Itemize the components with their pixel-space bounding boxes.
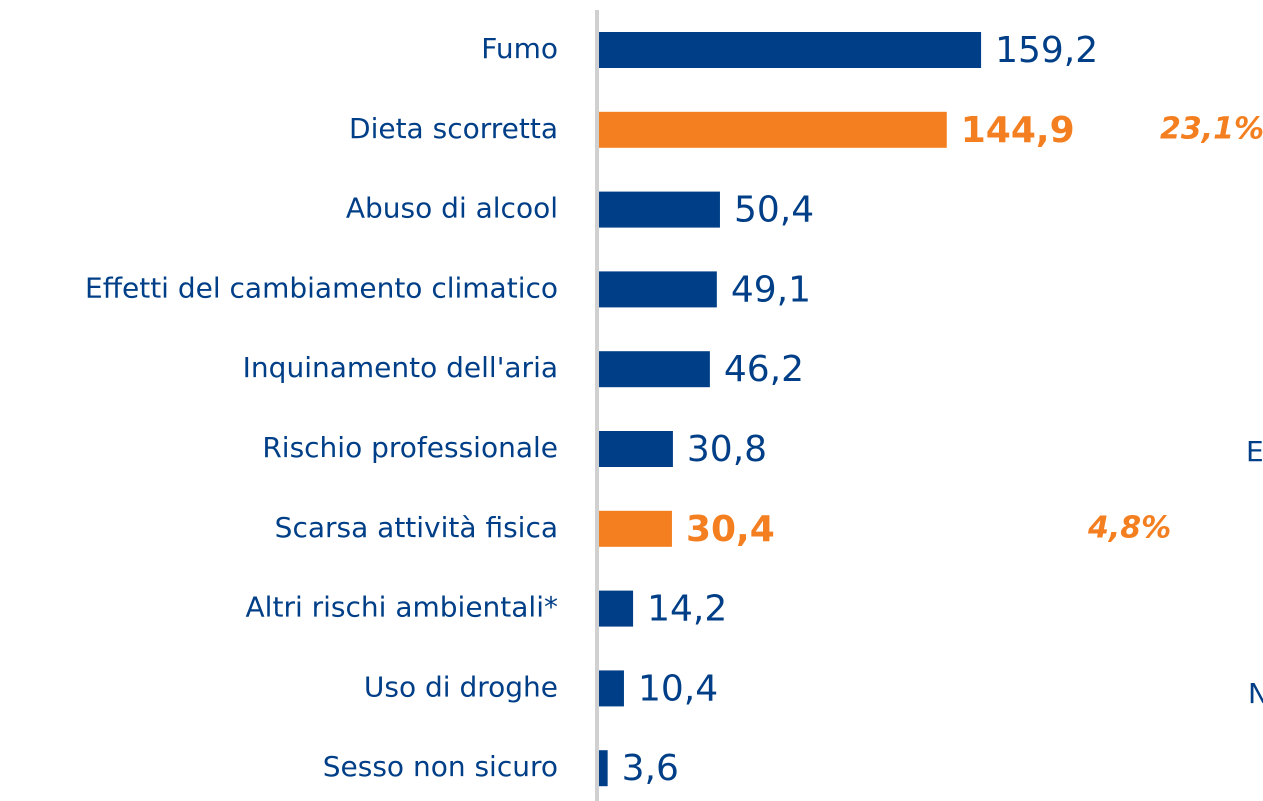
bar (599, 590, 634, 627)
category-label: Sesso non sicuro (323, 750, 558, 783)
category-label: Altri rischi ambientali* (246, 591, 558, 624)
value-label: 50,4 (734, 190, 814, 231)
category-label: Uso di droghe (364, 670, 558, 703)
value-label: 159,2 (995, 30, 1098, 71)
bar (599, 191, 720, 228)
category-label: Effetti del cambiamento climatico (85, 271, 558, 304)
bar (599, 510, 672, 547)
bar (599, 32, 982, 68)
bar (599, 670, 624, 707)
annotation: 23,1% (1160, 111, 1263, 146)
bar (599, 351, 710, 388)
annotation: N (1248, 677, 1263, 710)
value-label: 30,4 (686, 509, 775, 550)
value-label: 14,2 (647, 589, 727, 630)
bar (599, 111, 947, 148)
category-label: Dieta scorretta (349, 112, 558, 145)
bar (599, 750, 608, 787)
value-label: 10,4 (638, 668, 718, 709)
annotation: E (1246, 435, 1263, 468)
value-label: 144,9 (961, 110, 1075, 151)
value-label: 46,2 (724, 349, 804, 390)
category-label: Rischio professionale (262, 431, 558, 464)
category-label: Scarsa attività fisica (275, 511, 558, 544)
value-label: 49,1 (731, 269, 811, 310)
value-label: 30,8 (687, 429, 767, 470)
bar (599, 271, 717, 308)
annotation: 4,8% (1087, 510, 1171, 545)
category-label: Fumo (481, 32, 558, 65)
category-label: Abuso di alcool (346, 192, 558, 225)
bar (599, 431, 673, 467)
category-label: Inquinamento dell'aria (243, 351, 558, 384)
value-label: 3,6 (622, 748, 679, 789)
